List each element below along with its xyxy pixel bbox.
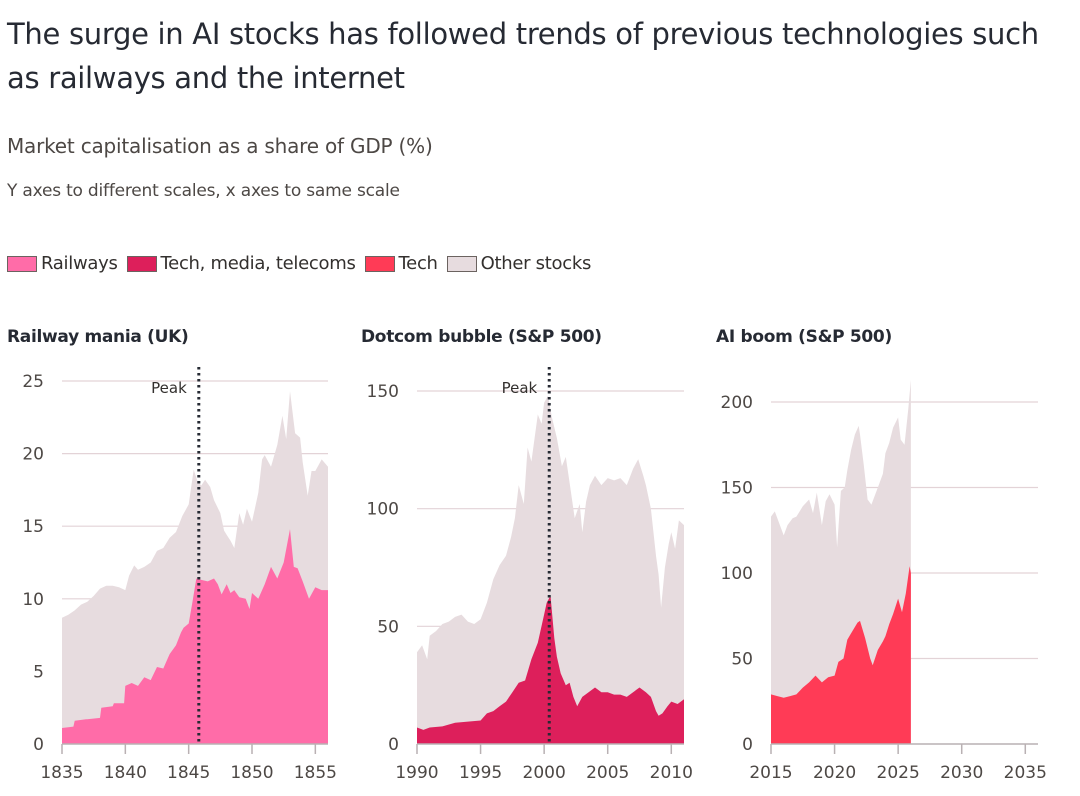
- area-other-stocks: [771, 379, 911, 744]
- y-tick-label: 200: [721, 393, 753, 413]
- x-tick-label: 2025: [877, 763, 920, 783]
- legend-swatch: [446, 255, 477, 272]
- area-tech-media-telecoms: [417, 595, 684, 744]
- legend-swatch: [126, 255, 157, 272]
- panel-title-ai: AI boom (S&P 500): [716, 327, 892, 347]
- y-tick-label: 150: [367, 382, 399, 402]
- legend-swatch: [7, 255, 37, 272]
- y-tick-label: 0: [388, 735, 399, 755]
- legend-label: Railways: [41, 253, 118, 274]
- y-tick-label: 5: [33, 662, 44, 682]
- x-tick-label: 2010: [650, 763, 693, 783]
- chart-title: The surge in AI stocks has followed tren…: [7, 17, 1039, 95]
- area-railways: [62, 529, 328, 744]
- chart-subtitle: Market capitalisation as a share of GDP …: [7, 134, 433, 158]
- legend-swatch: [364, 255, 395, 272]
- x-tick-label: 1840: [104, 763, 147, 783]
- y-tick-label: 0: [33, 735, 44, 755]
- y-tick-label: 15: [22, 517, 44, 537]
- legend-item-tech: Tech: [364, 253, 438, 274]
- x-tick-label: 2005: [586, 763, 629, 783]
- y-tick-label: 150: [721, 479, 753, 499]
- legend-item-railways: Railways: [7, 253, 118, 274]
- legend-label: Other stocks: [480, 253, 592, 274]
- x-tick-label: 1855: [294, 763, 337, 783]
- y-tick-label: 50: [377, 617, 399, 637]
- panel-title-dotcom: Dotcom bubble (S&P 500): [361, 327, 602, 347]
- x-tick-label: 2035: [1004, 763, 1047, 783]
- y-tick-label: 100: [367, 500, 399, 520]
- y-tick-label: 10: [22, 590, 44, 610]
- legend-label: Tech: [398, 253, 438, 274]
- area-other-stocks: [417, 395, 684, 744]
- y-tick-label: 20: [22, 445, 44, 465]
- y-tick-label: 50: [731, 650, 753, 670]
- legend-label: Tech, media, telecoms: [160, 253, 356, 274]
- peak-label: Peak: [502, 379, 538, 397]
- x-tick-label: 2000: [523, 763, 566, 783]
- peak-label: Peak: [151, 379, 187, 397]
- panel-title-railway: Railway mania (UK): [7, 327, 189, 347]
- y-tick-label: 25: [22, 372, 44, 392]
- x-tick-label: 2015: [749, 763, 792, 783]
- legend-item-other-stocks: Other stocks: [446, 253, 592, 274]
- x-tick-label: 2020: [813, 763, 856, 783]
- legend-item-tmt: Tech, media, telecoms: [126, 253, 356, 274]
- legend: Railways Tech, media, telecoms Tech Othe…: [7, 253, 600, 274]
- x-tick-label: 1845: [167, 763, 210, 783]
- x-tick-label: 1995: [459, 763, 502, 783]
- scale-note: Y axes to different scales, x axes to sa…: [7, 181, 400, 201]
- y-tick-label: 100: [721, 564, 753, 584]
- x-tick-label: 1850: [230, 763, 273, 783]
- x-tick-label: 1835: [40, 763, 83, 783]
- x-tick-label: 2030: [940, 763, 983, 783]
- y-tick-label: 0: [742, 735, 753, 755]
- area-tech: [771, 566, 911, 744]
- x-tick-label: 1990: [395, 763, 438, 783]
